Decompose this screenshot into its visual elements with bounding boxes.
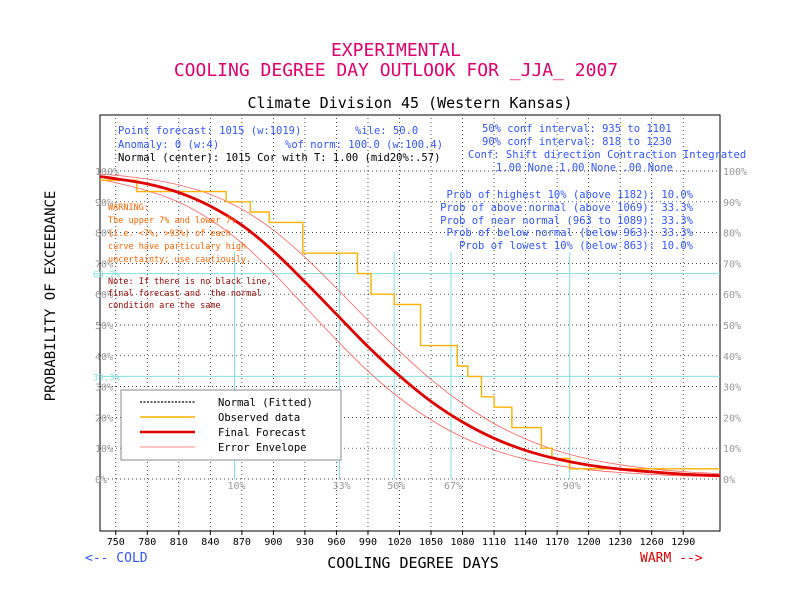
legend-final-label: Final Forecast (218, 427, 307, 439)
conf-header-text: Conf: Shift direction Contraction Integr… (468, 149, 746, 161)
prob-near-text: Prob of near normal (963 to 1089): 33.3% (440, 215, 694, 227)
percentile-marker-label: 50% (387, 481, 405, 492)
legend-normal-label: Normal (Fitted) (218, 397, 313, 409)
x-tick-label: 1110 (482, 537, 506, 548)
x-tick-label: 960 (327, 537, 345, 548)
y-tick-label-left: 0% (95, 475, 107, 486)
x-tick-label: 750 (107, 537, 125, 548)
warning-line: (i.e. <7%, >93%) of each (108, 229, 231, 239)
prob-lowest-text: Prob of lowest 10% (below 863): 10.0% (459, 240, 694, 252)
note-block: Note: If there is no black line, final f… (108, 277, 272, 311)
y-tick-label-left: 40% (95, 352, 113, 363)
warning-block: WARNING: The upper 7% and lower 7% (i.e.… (108, 203, 251, 265)
conf-values-text: 1.00 None 1.00 None .00 None (496, 162, 673, 174)
reference-line-label: 33.3% (93, 373, 121, 383)
x-tick-label: 1050 (419, 537, 443, 548)
y-tick-label-right: 40% (723, 352, 741, 363)
percentile-marker-label: 10% (227, 481, 245, 492)
percentile-marker-label: 33% (333, 481, 351, 492)
series-envelope-lower (99, 179, 721, 478)
series-observed (100, 179, 720, 470)
warning-line: The upper 7% and lower 7% (108, 216, 236, 226)
prob-highest-text: Prob of highest 10% (above 1182): 10.0% (446, 189, 693, 201)
reference-lines: 33.3% 66.7% 10% 33% 50% 67% 90% (93, 252, 720, 492)
y-tick-label-right: 90% (723, 198, 741, 209)
title-experimental: EXPERIMENTAL (331, 40, 461, 61)
x-axis-label: COOLING DEGREE DAYS (327, 554, 499, 572)
note-line: Note: If there is no black line, (108, 277, 272, 287)
x-tick-label: 1020 (387, 537, 411, 548)
y-tick-label-left: 10% (95, 444, 113, 455)
y-tick-label-right: 20% (723, 413, 741, 424)
x-tick-label: 1080 (450, 537, 474, 548)
x-tick-label: 1170 (545, 537, 569, 548)
warning-line: uncertainty; use cautiously. (108, 255, 251, 265)
y-tick-label-right: 70% (723, 259, 741, 270)
warm-label: WARM --> (640, 551, 703, 566)
tick-layer: 0% 10% 20% 30% 40% 50% 60% 70% 80% 90% 100% 0% 10% 20… (95, 167, 747, 548)
note-line: condition are the same (108, 301, 221, 311)
normal-center-text: Normal (center): 1015 Cor with T: 1.00 (… (118, 152, 440, 164)
conf90-text: 90% conf interval: 818 to 1230 (482, 136, 672, 148)
y-tick-label-right: 0% (723, 475, 735, 486)
x-tick-label: 1200 (577, 537, 601, 548)
x-tick-label: 1290 (671, 537, 695, 548)
x-tick-label: 930 (296, 537, 314, 548)
legend-observed-label: Observed data (218, 412, 300, 424)
x-tick-label: 1230 (608, 537, 632, 548)
x-tick-label: 990 (359, 537, 377, 548)
y-tick-label-right: 30% (723, 383, 741, 394)
y-tick-label-left: 70% (95, 259, 113, 270)
x-tick-label: 1140 (514, 537, 538, 548)
x-tick-label: 1260 (640, 537, 664, 548)
y-axis-label: PROBABILITY OF EXCEEDANCE (43, 191, 59, 402)
series-final-forecast (99, 175, 721, 477)
grid-layer (100, 118, 720, 531)
percent-normal-text: %of norm: 100.0 (w:100.4) (285, 139, 443, 151)
info-box: Point forecast: 1015 (w:1019) %ile: 50.0… (118, 123, 746, 252)
y-tick-label-left: 100% (95, 167, 119, 178)
warning-line: curve have particulary high (108, 242, 246, 252)
y-tick-label-right: 10% (723, 444, 741, 455)
y-tick-label-left: 90% (95, 198, 113, 209)
y-tick-label-right: 80% (723, 229, 741, 240)
anomaly-text: Anomaly: 0 (w:4) (118, 139, 219, 151)
percentile-marker-label: 90% (563, 481, 581, 492)
cold-label: <-- COLD (85, 551, 148, 566)
percentile-marker-label: 67% (444, 481, 462, 492)
prob-below-text: Prob of below normal (below 963): 33.3% (446, 227, 693, 239)
plot-frame (99, 114, 721, 532)
x-tick-label: 810 (170, 537, 188, 548)
series-layer (99, 173, 721, 478)
y-tick-label-left: 50% (95, 321, 113, 332)
y-tick-label-right: 100% (723, 167, 747, 178)
y-tick-label-right: 60% (723, 290, 741, 301)
percentile-text: %ile: 50.0 (355, 125, 418, 137)
x-tick-label: 870 (233, 537, 251, 548)
y-tick-label-left: 30% (95, 383, 113, 394)
legend-envelope-label: Error Envelope (218, 442, 307, 454)
y-tick-label-left: 20% (95, 413, 113, 424)
legend: Normal (Fitted) Observed data Final Fore… (120, 389, 342, 461)
conf50-text: 50% conf interval: 935 to 1101 (482, 123, 672, 135)
prob-above-text: Prob of above normal (above 1069): 33.3% (440, 202, 694, 214)
chart-subtitle: Climate Division 45 (Western Kansas) (247, 94, 572, 112)
note-line: final forecast and the normal (108, 289, 262, 299)
y-tick-label-right: 50% (723, 321, 741, 332)
point-forecast-text: Point forecast: 1015 (w:1019) (118, 125, 301, 137)
x-tick-label: 780 (138, 537, 156, 548)
x-tick-label: 840 (201, 537, 219, 548)
y-tick-label-left: 60% (95, 290, 113, 301)
series-envelope-upper (99, 173, 721, 475)
reference-line-label: 66.7% (93, 271, 121, 281)
warning-line: WARNING: (108, 203, 149, 213)
x-tick-label: 900 (264, 537, 282, 548)
y-tick-label-left: 80% (95, 229, 113, 240)
chart-title: COOLING DEGREE DAY OUTLOOK FOR _JJA_ 200… (174, 60, 618, 81)
